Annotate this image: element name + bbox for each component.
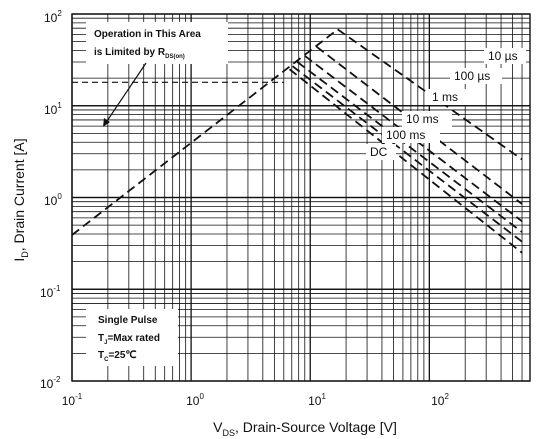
series-label-10us: 10 µs <box>488 49 518 63</box>
conditions-line1: Single Pulse <box>98 315 158 326</box>
y-tick-labels: 10-2 10-1 100 101 102 <box>40 9 62 391</box>
x-tick-label: 10-1 <box>62 392 83 408</box>
series-label-100ms: 100 ms <box>386 128 425 142</box>
y-axis-title: ID, Drain Current [A] <box>11 138 30 261</box>
label-bg-10us <box>484 48 526 64</box>
series-label-dc: DC <box>370 145 388 159</box>
x-tick-labels: 10-1 100 101 102 <box>62 392 450 408</box>
x-tick-label: 102 <box>431 392 449 408</box>
series-labels: 10 µs 100 µs 1 ms 10 ms 100 ms DC <box>366 48 526 160</box>
curve-10ms <box>296 61 523 233</box>
conditions-annotation: Single Pulse TJ=Max rated TC=25℃ <box>86 309 178 366</box>
x-axis-title: VDS, Drain-Source Voltage [V] <box>213 419 397 438</box>
x-tick-label: 100 <box>186 392 204 408</box>
conditions-line3: TC=25℃ <box>98 350 137 363</box>
curve-dc <box>288 68 523 254</box>
label-bg-10ms <box>402 111 452 127</box>
label-bg-100ms <box>382 127 440 143</box>
arrow-head-icon <box>103 118 110 127</box>
label-bg-dc <box>366 144 396 160</box>
grid <box>71 13 531 382</box>
curve-100ms <box>291 65 523 243</box>
series-label-100us: 100 µs <box>454 69 490 83</box>
plot-frame <box>71 13 531 382</box>
x-tick-label: 101 <box>308 392 326 408</box>
y-tick-label: 102 <box>44 9 62 25</box>
series-label-10ms: 10 ms <box>406 112 439 126</box>
y-tick-label: 100 <box>44 192 62 208</box>
conditions-line2: TJ=Max rated <box>98 333 160 346</box>
conditions-box <box>86 309 178 366</box>
operation-area-box <box>86 22 228 64</box>
operation-area-annotation: Operation in This Area is Limited by RDS… <box>86 22 228 127</box>
operation-area-line2: is Limited by RDS(on) <box>94 47 185 60</box>
operation-area-arrow <box>104 62 147 125</box>
y-tick-label: 10-2 <box>40 375 61 391</box>
label-bg-1ms <box>428 89 470 105</box>
y-tick-label: 101 <box>44 101 62 117</box>
series-label-1ms: 1 ms <box>432 90 458 104</box>
operation-area-line1: Operation in This Area <box>94 29 201 40</box>
curve-1ms <box>304 55 523 223</box>
y-tick-label: 10-1 <box>40 284 61 300</box>
label-bg-100us <box>450 68 502 84</box>
